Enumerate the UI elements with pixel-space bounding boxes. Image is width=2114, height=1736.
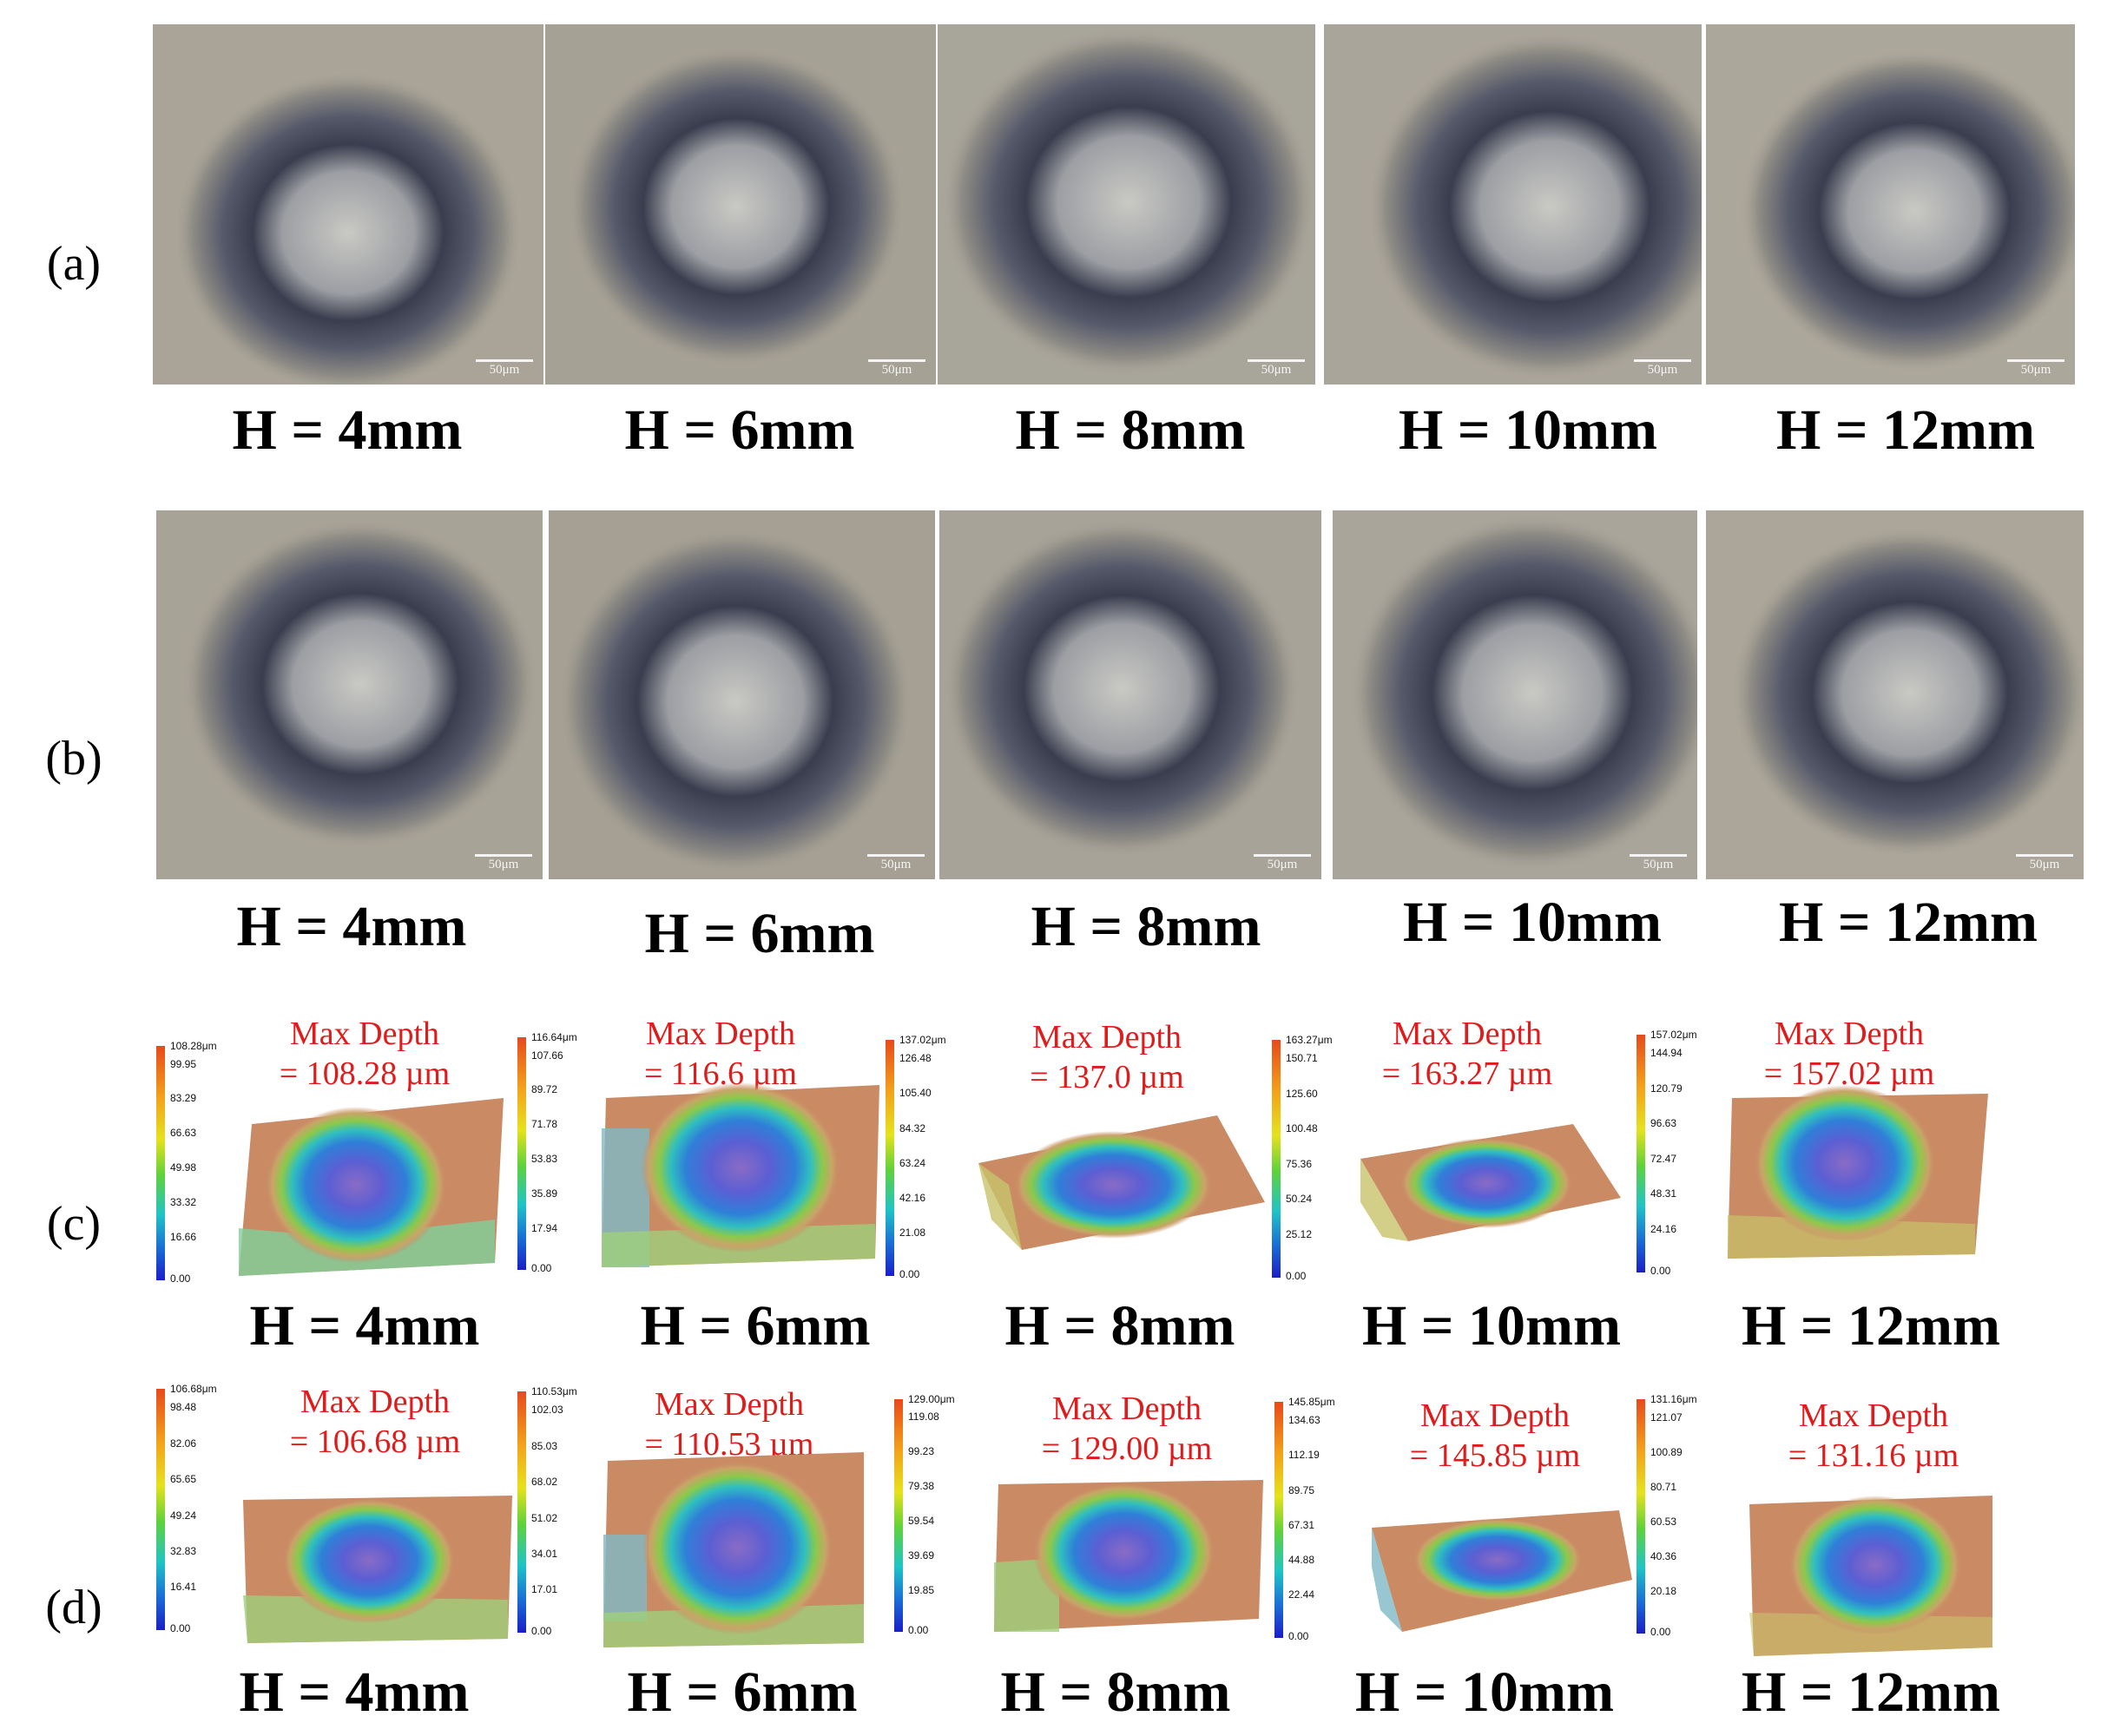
micrograph-b-10mm: 50μm [1333, 510, 1697, 879]
micrograph-a-4mm: 50μm [153, 24, 543, 385]
h-label: H = 12mm [1742, 1294, 2000, 1358]
max-depth-label: Max Depth = 131.16 µm [1788, 1397, 1959, 1474]
max-depth-label: Max Depth = 157.02 µm [1763, 1016, 1935, 1092]
h-label: H = 12mm [1776, 398, 2035, 462]
surface-map [602, 1082, 879, 1267]
row-label-b: (b) [45, 732, 102, 786]
micrograph-a-10mm: 50μm [1324, 24, 1702, 385]
surface-map [1728, 1085, 1988, 1259]
scale-bar: 50μm [1634, 359, 1691, 378]
micrograph-a-6mm: 50μm [545, 24, 936, 385]
colorbar [886, 1040, 894, 1276]
scale-bar: 50μm [2007, 359, 2065, 378]
colorbar [1274, 1402, 1283, 1638]
surface-map [994, 1480, 1263, 1632]
row-label-c: (c) [46, 1197, 102, 1251]
max-depth-label: Max Depth = 137.0 µm [1030, 1019, 1184, 1095]
h-label: H = 12mm [1779, 891, 2038, 954]
colorbar [1637, 1399, 1645, 1634]
micrograph-a-12mm: 50μm [1706, 24, 2075, 385]
colorbar [894, 1399, 903, 1632]
h-label: H = 4mm [239, 1660, 470, 1724]
max-depth-label: Max Depth = 129.00 µm [1041, 1391, 1213, 1467]
micrograph-b-6mm: 50μm [549, 510, 935, 879]
h-label: H = 4mm [236, 895, 467, 958]
h-label: H = 8mm [1015, 398, 1246, 462]
max-depth-label: Max Depth = 108.28 µm [279, 1016, 451, 1092]
max-depth-label: Max Depth = 145.85 µm [1409, 1397, 1581, 1474]
surface-map [243, 1496, 512, 1643]
micrograph-b-12mm: 50μm [1706, 510, 2084, 879]
micrograph-b-8mm: 50μm [939, 510, 1321, 879]
h-label: H = 10mm [1399, 398, 1657, 462]
surface-map [239, 1098, 504, 1276]
surface-map [978, 1115, 1265, 1250]
scale-bar: 50μm [1254, 854, 1311, 872]
h-label: H = 4mm [232, 398, 463, 462]
surface-map [1372, 1510, 1632, 1632]
scale-bar: 50μm [1630, 854, 1687, 872]
h-label: H = 8mm [1000, 1660, 1231, 1724]
h-label: H = 6mm [627, 1660, 858, 1724]
colorbar [156, 1046, 165, 1280]
colorbar [517, 1391, 526, 1633]
max-depth-label: Max Depth = 163.27 µm [1381, 1016, 1553, 1092]
scale-bar: 50μm [2016, 854, 2073, 872]
h-label: H = 12mm [1742, 1660, 2000, 1724]
micrograph-b-4mm: 50μm [156, 510, 543, 879]
row-label-d: (d) [45, 1581, 102, 1634]
colorbar [1272, 1040, 1281, 1278]
max-depth-label: Max Depth = 106.68 µm [289, 1384, 461, 1460]
h-label: H = 10mm [1362, 1294, 1621, 1358]
surface-map [603, 1452, 864, 1647]
surface-map [1360, 1124, 1621, 1241]
colorbar [156, 1389, 165, 1630]
scale-bar: 50μm [867, 854, 925, 872]
h-label: H = 6mm [640, 1294, 871, 1358]
h-label: H = 10mm [1403, 891, 1662, 954]
h-label: H = 10mm [1355, 1660, 1614, 1724]
h-label: H = 8mm [1031, 895, 1261, 958]
h-label: H = 8mm [1004, 1294, 1235, 1358]
colorbar [517, 1037, 526, 1270]
colorbar [1637, 1035, 1645, 1272]
scale-bar: 50μm [476, 359, 533, 378]
h-label: H = 4mm [249, 1294, 480, 1358]
surface-map [1749, 1496, 1992, 1656]
max-depth-label: Max Depth = 116.6 µm [644, 1016, 797, 1092]
row-label-a: (a) [46, 237, 102, 291]
h-label: H = 6mm [624, 398, 855, 462]
scale-bar: 50μm [475, 854, 532, 872]
scale-bar: 50μm [1248, 359, 1305, 378]
micrograph-a-8mm: 50μm [938, 24, 1315, 385]
scale-bar: 50μm [868, 359, 925, 378]
h-label: H = 6mm [644, 902, 875, 965]
